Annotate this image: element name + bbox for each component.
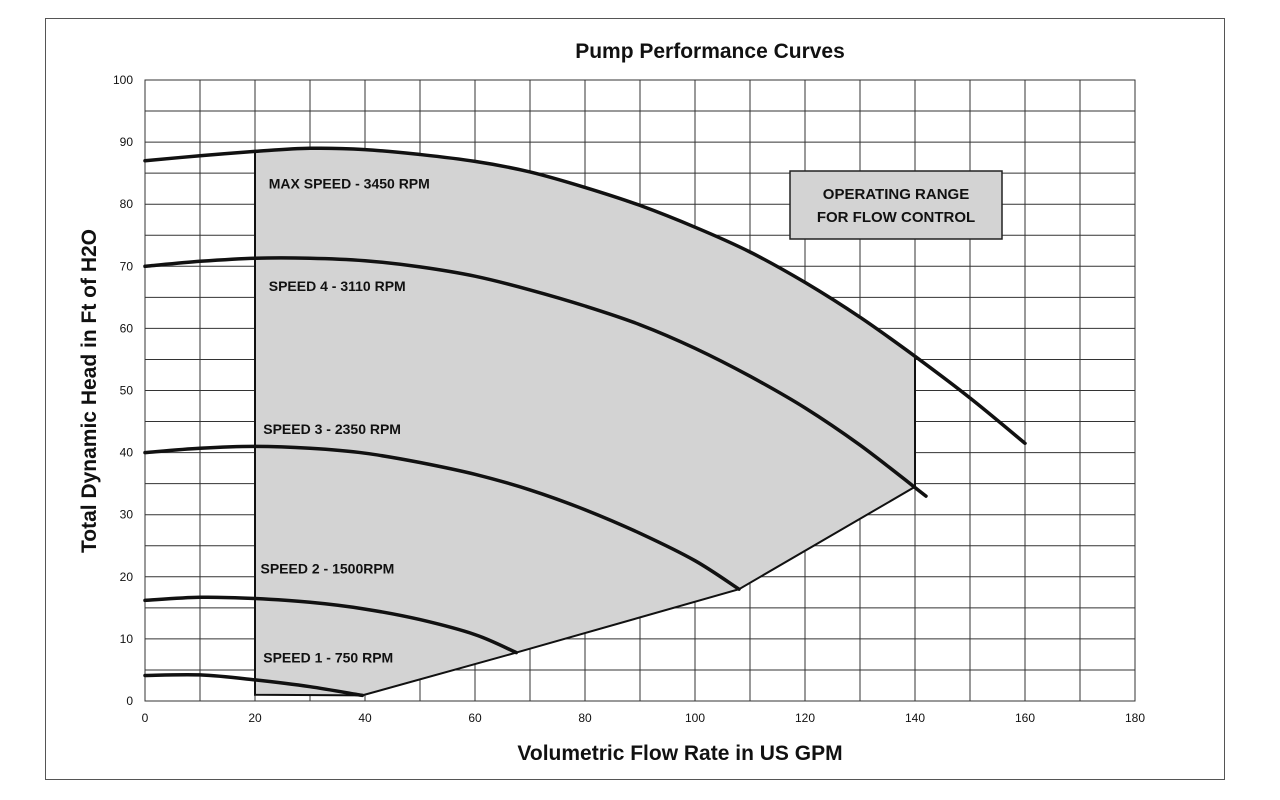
x-tick-label: 120	[795, 711, 815, 725]
label-speed-1: SPEED 1 - 750 RPM	[263, 649, 393, 665]
y-axis-label: Total Dynamic Head in Ft of H2O	[78, 229, 101, 553]
y-tick-label: 40	[120, 446, 134, 460]
legend-box: OPERATING RANGE FOR FLOW CONTROL	[789, 170, 1003, 240]
x-tick-label: 140	[905, 711, 925, 725]
operating-region-area	[255, 148, 915, 696]
x-tick-label: 20	[248, 711, 262, 725]
label-speed-2: SPEED 2 - 1500RPM	[261, 561, 395, 577]
ticks: 0 20 40 60 80 100 120 140 160 180 0 10 20 30 40 50 60 70 8…	[113, 73, 1145, 725]
y-tick-label: 10	[120, 632, 134, 646]
curve-speed-1	[143, 672, 365, 698]
curve-speed-2	[143, 595, 519, 655]
curve-max-speed	[143, 146, 1027, 446]
y-tick-label: 0	[126, 694, 133, 708]
x-tick-label: 60	[468, 711, 482, 725]
y-tick-label: 50	[120, 384, 134, 398]
x-tick-label: 80	[578, 711, 592, 725]
y-tick-label: 90	[120, 135, 134, 149]
label-speed-3: SPEED 3 - 2350 RPM	[263, 421, 401, 437]
curve-speed-3	[143, 444, 741, 591]
curve-speed-4	[143, 256, 928, 498]
x-tick-label: 160	[1015, 711, 1035, 725]
chart-title: Pump Performance Curves	[575, 40, 845, 63]
y-tick-label: 80	[120, 197, 134, 211]
x-axis-label: Volumetric Flow Rate in US GPM	[517, 742, 842, 765]
y-tick-label: 60	[120, 321, 134, 335]
label-max-speed: MAX SPEED - 3450 RPM	[269, 176, 430, 192]
x-tick-label: 0	[142, 711, 149, 725]
operating-range-label-line1: OPERATING RANGE	[823, 186, 969, 203]
operating-range-label-line2: FOR FLOW CONTROL	[817, 209, 975, 226]
y-tick-label: 100	[113, 73, 133, 87]
label-speed-4: SPEED 4 - 3110 RPM	[269, 278, 406, 294]
x-tick-label: 40	[358, 711, 372, 725]
y-tick-label: 70	[120, 259, 134, 273]
y-tick-label: 20	[120, 570, 134, 584]
y-tick-label: 30	[120, 508, 134, 522]
x-tick-label: 100	[685, 711, 705, 725]
curves	[143, 146, 1027, 698]
operating-range-box	[789, 170, 1003, 240]
curve-labels: MAX SPEED - 3450 RPM SPEED 4 - 3110 RPM SP…	[261, 176, 430, 666]
x-tick-label: 180	[1125, 711, 1145, 725]
